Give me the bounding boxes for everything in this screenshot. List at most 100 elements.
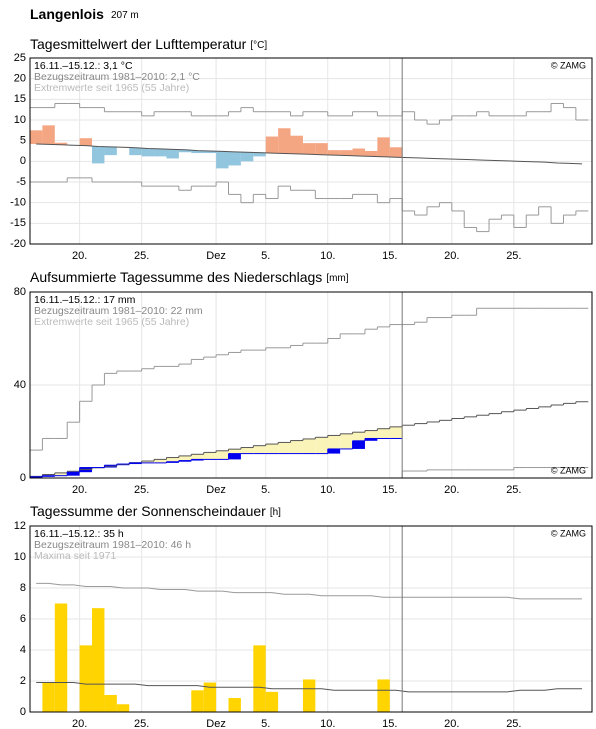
- bar: [203, 682, 217, 712]
- unit: [°C]: [250, 40, 267, 51]
- deficit-area: [278, 442, 291, 454]
- title-text: Aufsummierte Tagessumme des Niederschlag…: [30, 269, 322, 285]
- x-tick-label: 20.: [72, 718, 87, 729]
- x-tick-label: 25.: [134, 484, 149, 496]
- unit: [mm]: [326, 273, 348, 284]
- note: Bezugszeitraum 1981–2010: 22 mm: [34, 305, 203, 317]
- daily-increment: [327, 448, 341, 454]
- daily-increment: [191, 459, 204, 461]
- note: Bezugszeitraum 1981–2010: 46 h: [34, 539, 191, 551]
- line: [36, 582, 583, 600]
- y-tick-label: 80: [14, 286, 26, 298]
- x-tick-label: 20.: [444, 718, 459, 729]
- deficit-area: [154, 459, 167, 463]
- deficit-area: [166, 457, 179, 462]
- anomaly-bar: [216, 151, 229, 169]
- anomaly-bar: [389, 147, 403, 158]
- anomaly-bar: [154, 148, 167, 157]
- y-tick-label: 10: [14, 114, 26, 126]
- deficit-area: [203, 452, 217, 460]
- anomaly-bar: [141, 148, 155, 157]
- deficit-area: [178, 455, 192, 461]
- deficit-area: [54, 472, 68, 476]
- y-tick-label: 0: [20, 706, 26, 718]
- x-tick-label: 10.: [320, 484, 335, 496]
- deficit-area: [315, 437, 328, 454]
- anomaly-bar: [290, 135, 303, 154]
- note: Extremwerte seit 1965 (55 Jahre): [34, 82, 189, 94]
- x-tick-label: 10.: [320, 250, 335, 262]
- note: 16.11.–15.12.: 17 mm: [34, 294, 136, 306]
- daily-increment: [178, 460, 192, 462]
- x-tick-label: 20.: [72, 250, 87, 262]
- anomaly-bar: [166, 149, 179, 159]
- deficit-area: [377, 428, 390, 439]
- unit: [h]: [270, 507, 281, 518]
- note: 16.11.–15.12.: 3,1 °C: [34, 60, 133, 72]
- bar: [377, 679, 390, 712]
- y-tick-label: 8: [20, 582, 26, 594]
- x-tick-label: 25.: [134, 250, 149, 262]
- daily-increment: [228, 453, 241, 460]
- line: [36, 143, 583, 165]
- deficit-area: [228, 449, 241, 454]
- anomaly-bar: [191, 150, 204, 154]
- anomaly-bar: [340, 150, 353, 156]
- bar: [92, 608, 105, 712]
- y-tick-label: 0: [20, 155, 26, 167]
- deficit-area: [240, 447, 254, 454]
- chart-title: Aufsummierte Tagessumme des Niederschlag…: [30, 269, 349, 285]
- anomaly-bar: [302, 143, 316, 155]
- x-tick-label: 15.: [382, 718, 397, 729]
- deficit-area: [327, 435, 341, 449]
- note: 16.11.–15.12.: 35 h: [34, 528, 124, 540]
- deficit-area: [340, 433, 353, 449]
- y-tick-label: 4: [20, 644, 26, 656]
- anomaly-bar: [203, 151, 217, 154]
- x-tick-label: 20.: [72, 484, 87, 496]
- chart: Tagessumme der Sonnenscheindauer [h] 0 2 4 6 8…: [14, 503, 593, 729]
- deficit-area: [290, 440, 303, 454]
- anomaly-bar: [315, 143, 328, 155]
- note: Extremwerte seit 1965 (55 Jahre): [34, 316, 189, 328]
- anomaly-bar: [377, 137, 390, 157]
- daily-increment: [129, 462, 142, 465]
- deficit-area: [216, 450, 229, 460]
- x-tick-label: 20.: [444, 250, 459, 262]
- x-tick-label: Dez: [206, 718, 226, 729]
- anomaly-bar: [92, 146, 105, 164]
- deficit-area: [253, 445, 266, 454]
- anomaly-bar: [104, 146, 117, 156]
- x-tick-label: 25.: [506, 250, 521, 262]
- y-tick-label: 2: [20, 675, 26, 687]
- y-tick-label: 12: [14, 520, 26, 532]
- anomaly-bar: [364, 151, 378, 157]
- anomaly-bar: [240, 152, 254, 162]
- daily-increment: [30, 476, 43, 478]
- anomaly-bar: [178, 149, 192, 153]
- y-tick-label: -15: [10, 217, 26, 229]
- elevation: 207 m: [111, 10, 139, 21]
- bar: [191, 690, 204, 712]
- x-tick-label: 20.: [444, 484, 459, 496]
- bar: [228, 698, 241, 712]
- deficit-area: [352, 432, 365, 441]
- anomaly-bar: [228, 151, 241, 166]
- plot-frame: [29, 57, 593, 245]
- bar: [104, 694, 117, 712]
- bar: [54, 603, 68, 712]
- anomaly-bar: [265, 136, 279, 154]
- copyright: © ZAMG: [551, 60, 586, 70]
- x-tick-label: 15.: [382, 484, 397, 496]
- note: Bezugszeitraum 1981–2010: 2,1 °C: [34, 71, 200, 83]
- bar: [253, 645, 266, 712]
- plot-frame: [29, 525, 593, 713]
- x-tick-label: 10.: [320, 718, 335, 729]
- daily-increment: [364, 438, 378, 441]
- deficit-area: [302, 438, 316, 454]
- chart: Tagesmittelwert der Lufttemperatur [°C] -2…: [10, 36, 593, 262]
- anomaly-bar: [327, 150, 341, 156]
- deficit-area: [141, 461, 155, 463]
- deficit-area: [191, 454, 204, 460]
- y-tick-label: 15: [14, 93, 26, 105]
